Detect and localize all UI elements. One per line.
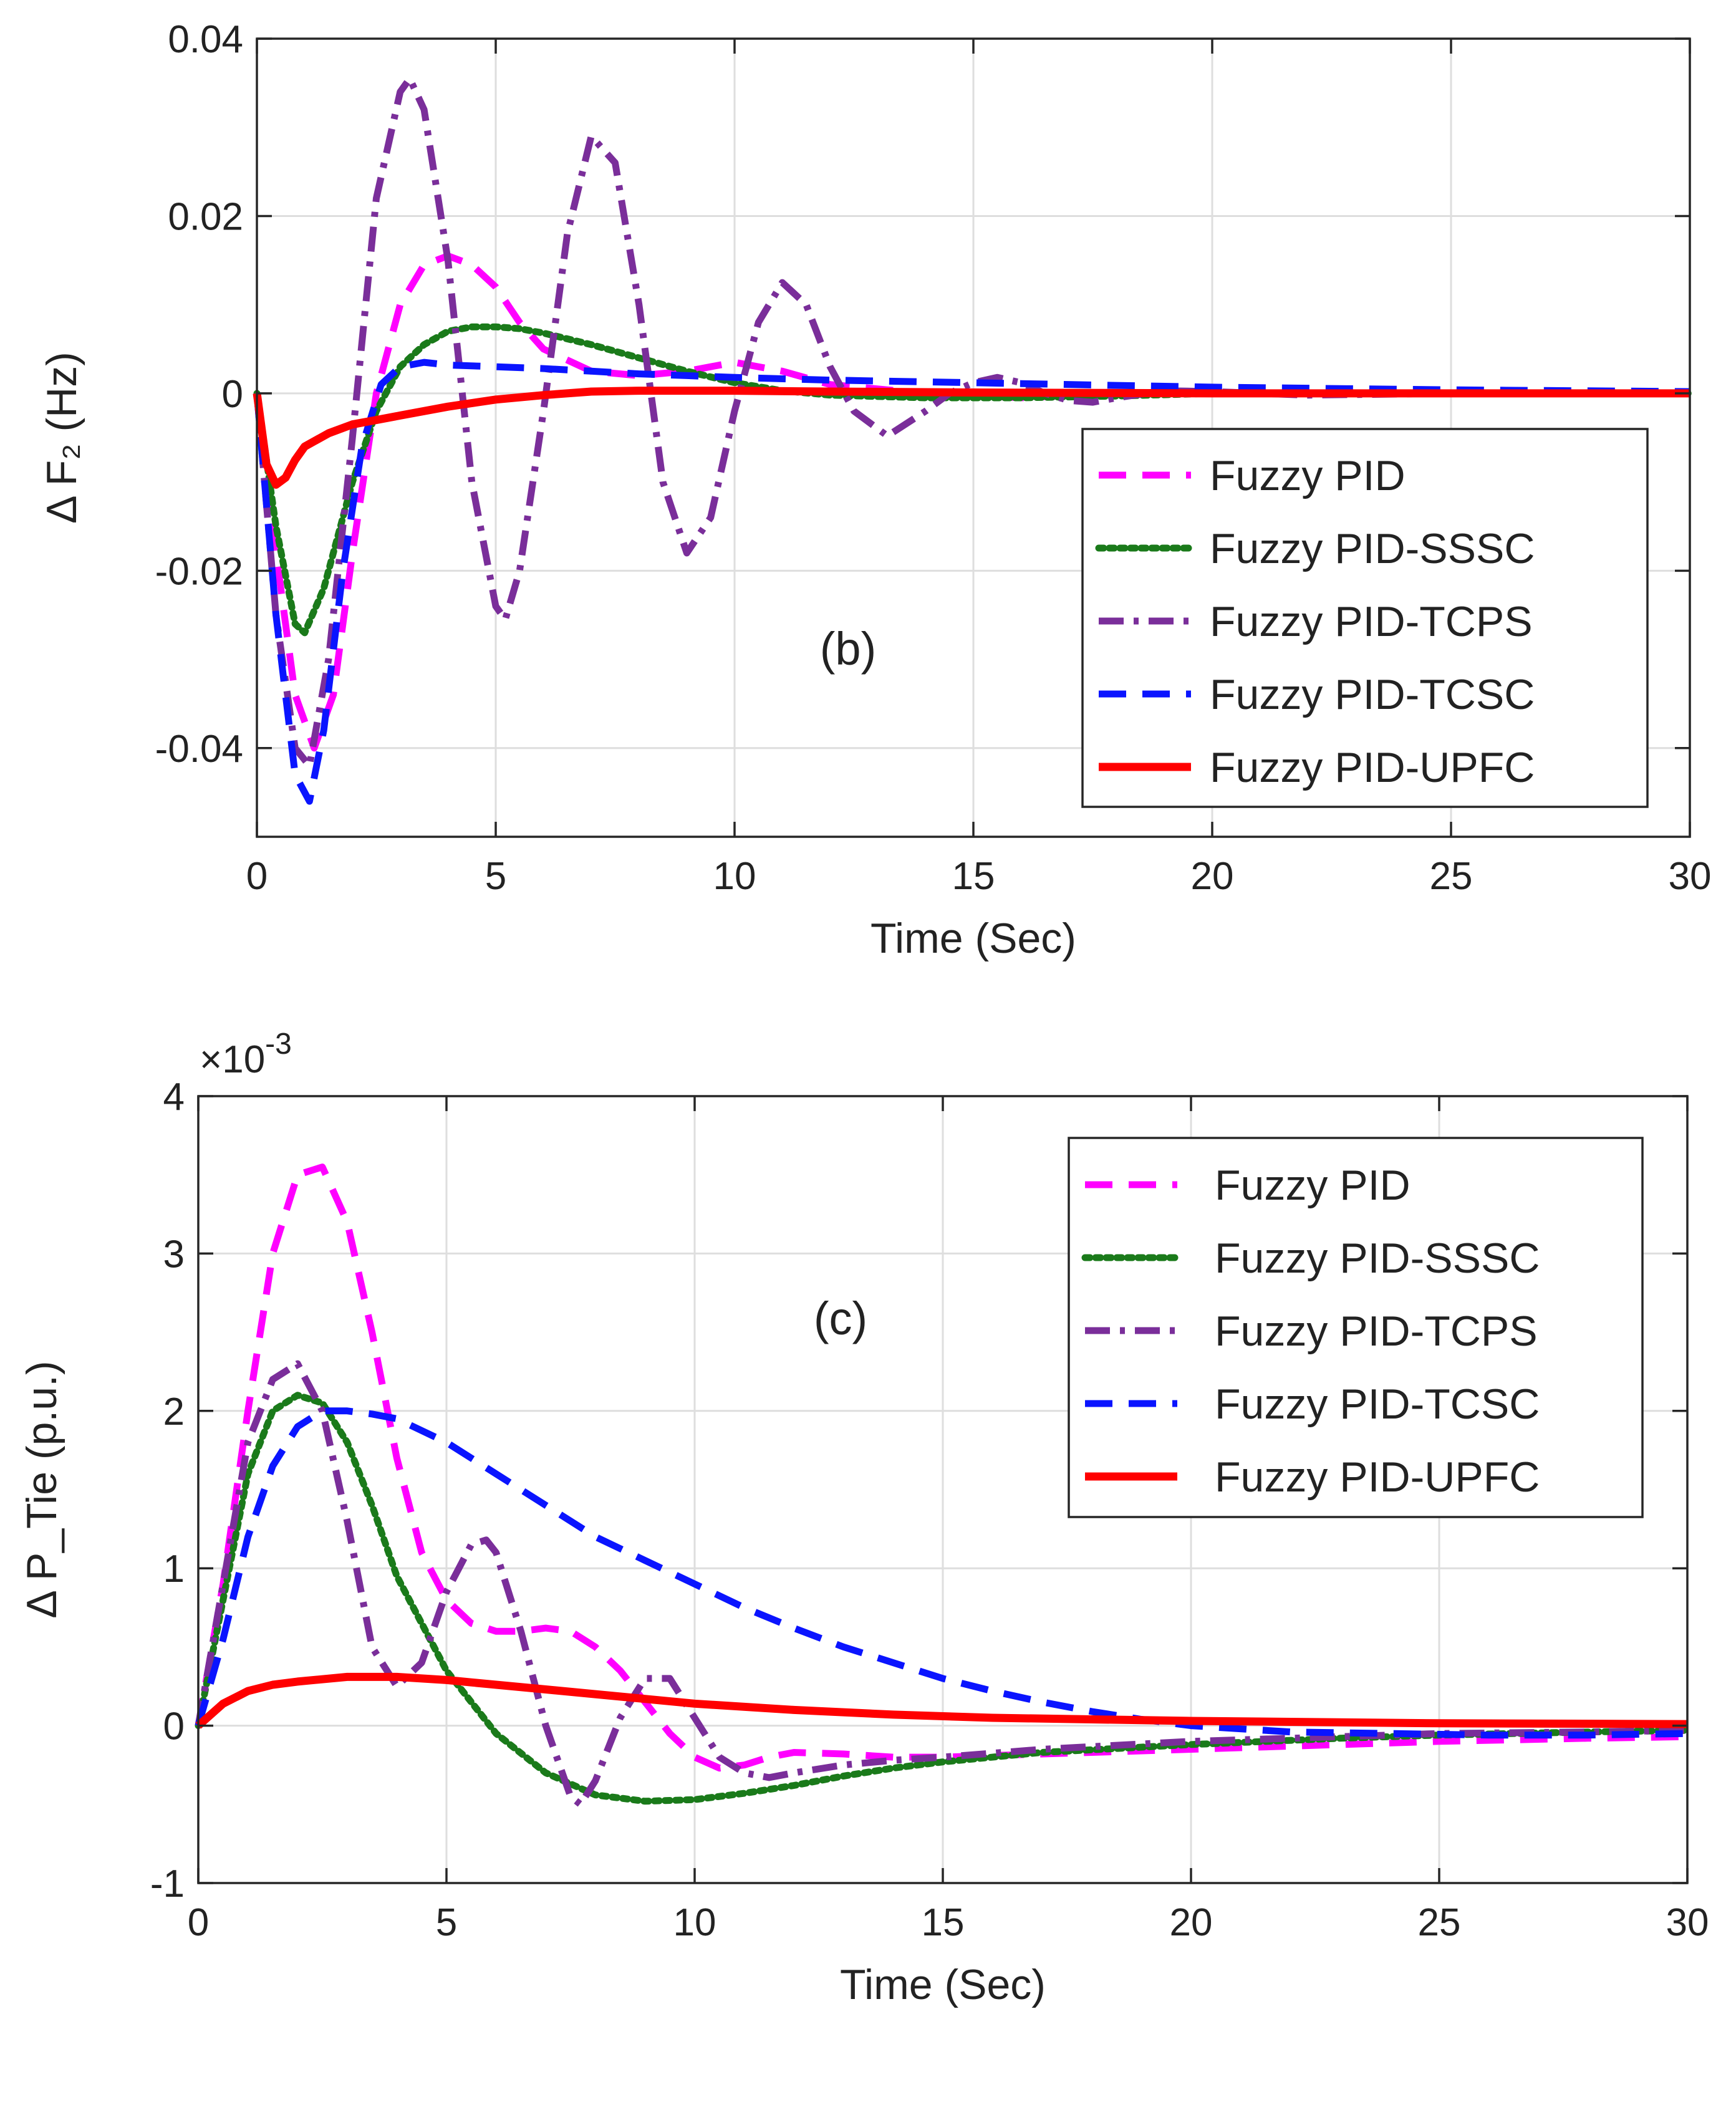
x-tick-label: 20 <box>1191 855 1234 898</box>
y-tick-label: 4 <box>163 1076 185 1119</box>
x-tick-label: 25 <box>1418 1901 1461 1944</box>
y-tick-label: 2 <box>163 1390 185 1433</box>
y-tick-label: 0 <box>222 373 243 416</box>
x-tick-label: 5 <box>436 1901 457 1944</box>
x-tick-label: 25 <box>1430 855 1473 898</box>
series-line-fuzzy-pid-tcsc <box>253 359 1690 805</box>
x-tick-label: 0 <box>246 855 268 898</box>
series-line-fuzzy-pid-sssc <box>253 323 1694 637</box>
legend-entry: Fuzzy PID-TCSC <box>1210 671 1535 718</box>
x-tick-label: 5 <box>485 855 506 898</box>
y-tick-label: 3 <box>163 1233 185 1276</box>
legend-entry: Fuzzy PID-SSSC <box>1215 1235 1540 1282</box>
legend-entry: Fuzzy PID <box>1215 1162 1410 1209</box>
y-tick-label: -1 <box>150 1862 185 1905</box>
x-tick-label: 10 <box>713 855 756 898</box>
x-tick-label: 20 <box>1170 1901 1213 1944</box>
legend: Fuzzy PID Fuzzy PID-SSSC Fuzzy PID-TCPS Fuz… <box>1081 428 1649 808</box>
legend-entry: Fuzzy PID-UPFC <box>1215 1453 1540 1501</box>
legend-entry: Fuzzy PID-TCPS <box>1210 598 1533 645</box>
legend-entry: Fuzzy PID-UPFC <box>1210 744 1535 791</box>
legend-entry: Fuzzy PID-TCPS <box>1215 1308 1538 1355</box>
exponent-power: -3 <box>265 1028 292 1061</box>
x-tick-label: 30 <box>1669 855 1712 898</box>
legend: Fuzzy PID Fuzzy PID-SSSC Fuzzy PID-TCPS Fuz… <box>1068 1137 1644 1518</box>
y-exponent-label: ×10-3 <box>200 1028 292 1081</box>
panel-annotation: (b) <box>820 623 876 675</box>
panel-annotation: (c) <box>814 1293 867 1344</box>
y-tick-label: 0.04 <box>168 18 243 61</box>
legend-box <box>1081 428 1649 808</box>
series-line-fuzzy-pid-tcps <box>253 75 1690 769</box>
y-tick-label: -0.04 <box>155 728 243 771</box>
x-tick-label: 15 <box>952 855 995 898</box>
legend-entry: Fuzzy PID-SSSC <box>1210 525 1535 572</box>
y-tick-label: -0.02 <box>155 550 243 593</box>
y-tick-label: 0 <box>163 1705 185 1748</box>
y-tick-label: 1 <box>163 1548 185 1591</box>
x-tick-label: 10 <box>673 1901 716 1944</box>
y-axis-label: Δ P_Tie (p.u.) <box>18 1361 65 1618</box>
y-axis-label: Δ F₂ (Hz) <box>38 352 85 524</box>
x-tick-label: 30 <box>1666 1901 1709 1944</box>
panel-b: 0 5 10 15 20 25 30 -0.04 -0.02 0 0.02 0.04 Time (Sec… <box>38 18 1711 962</box>
x-tick-label: 15 <box>922 1901 965 1944</box>
y-tick-label: 0.02 <box>168 195 243 238</box>
series-line-fuzzy-pid-tcsc <box>195 1407 1688 1739</box>
legend-box <box>1068 1137 1644 1518</box>
x-tick-label: 0 <box>188 1901 209 1944</box>
legend-entry: Fuzzy PID-TCSC <box>1215 1380 1540 1428</box>
series-line-fuzzy-pid-upfc <box>195 1672 1688 1729</box>
series-line-fuzzy-pid-upfc <box>253 387 1690 489</box>
series-line-fuzzy-pid-tcps <box>195 1360 1688 1808</box>
exponent-base: ×10 <box>200 1038 265 1081</box>
legend-entry: Fuzzy PID <box>1210 452 1406 499</box>
x-axis-label: Time (Sec) <box>870 915 1076 962</box>
x-axis-label: Time (Sec) <box>840 1961 1046 2008</box>
series-line-fuzzy-pid <box>195 1163 1688 1772</box>
